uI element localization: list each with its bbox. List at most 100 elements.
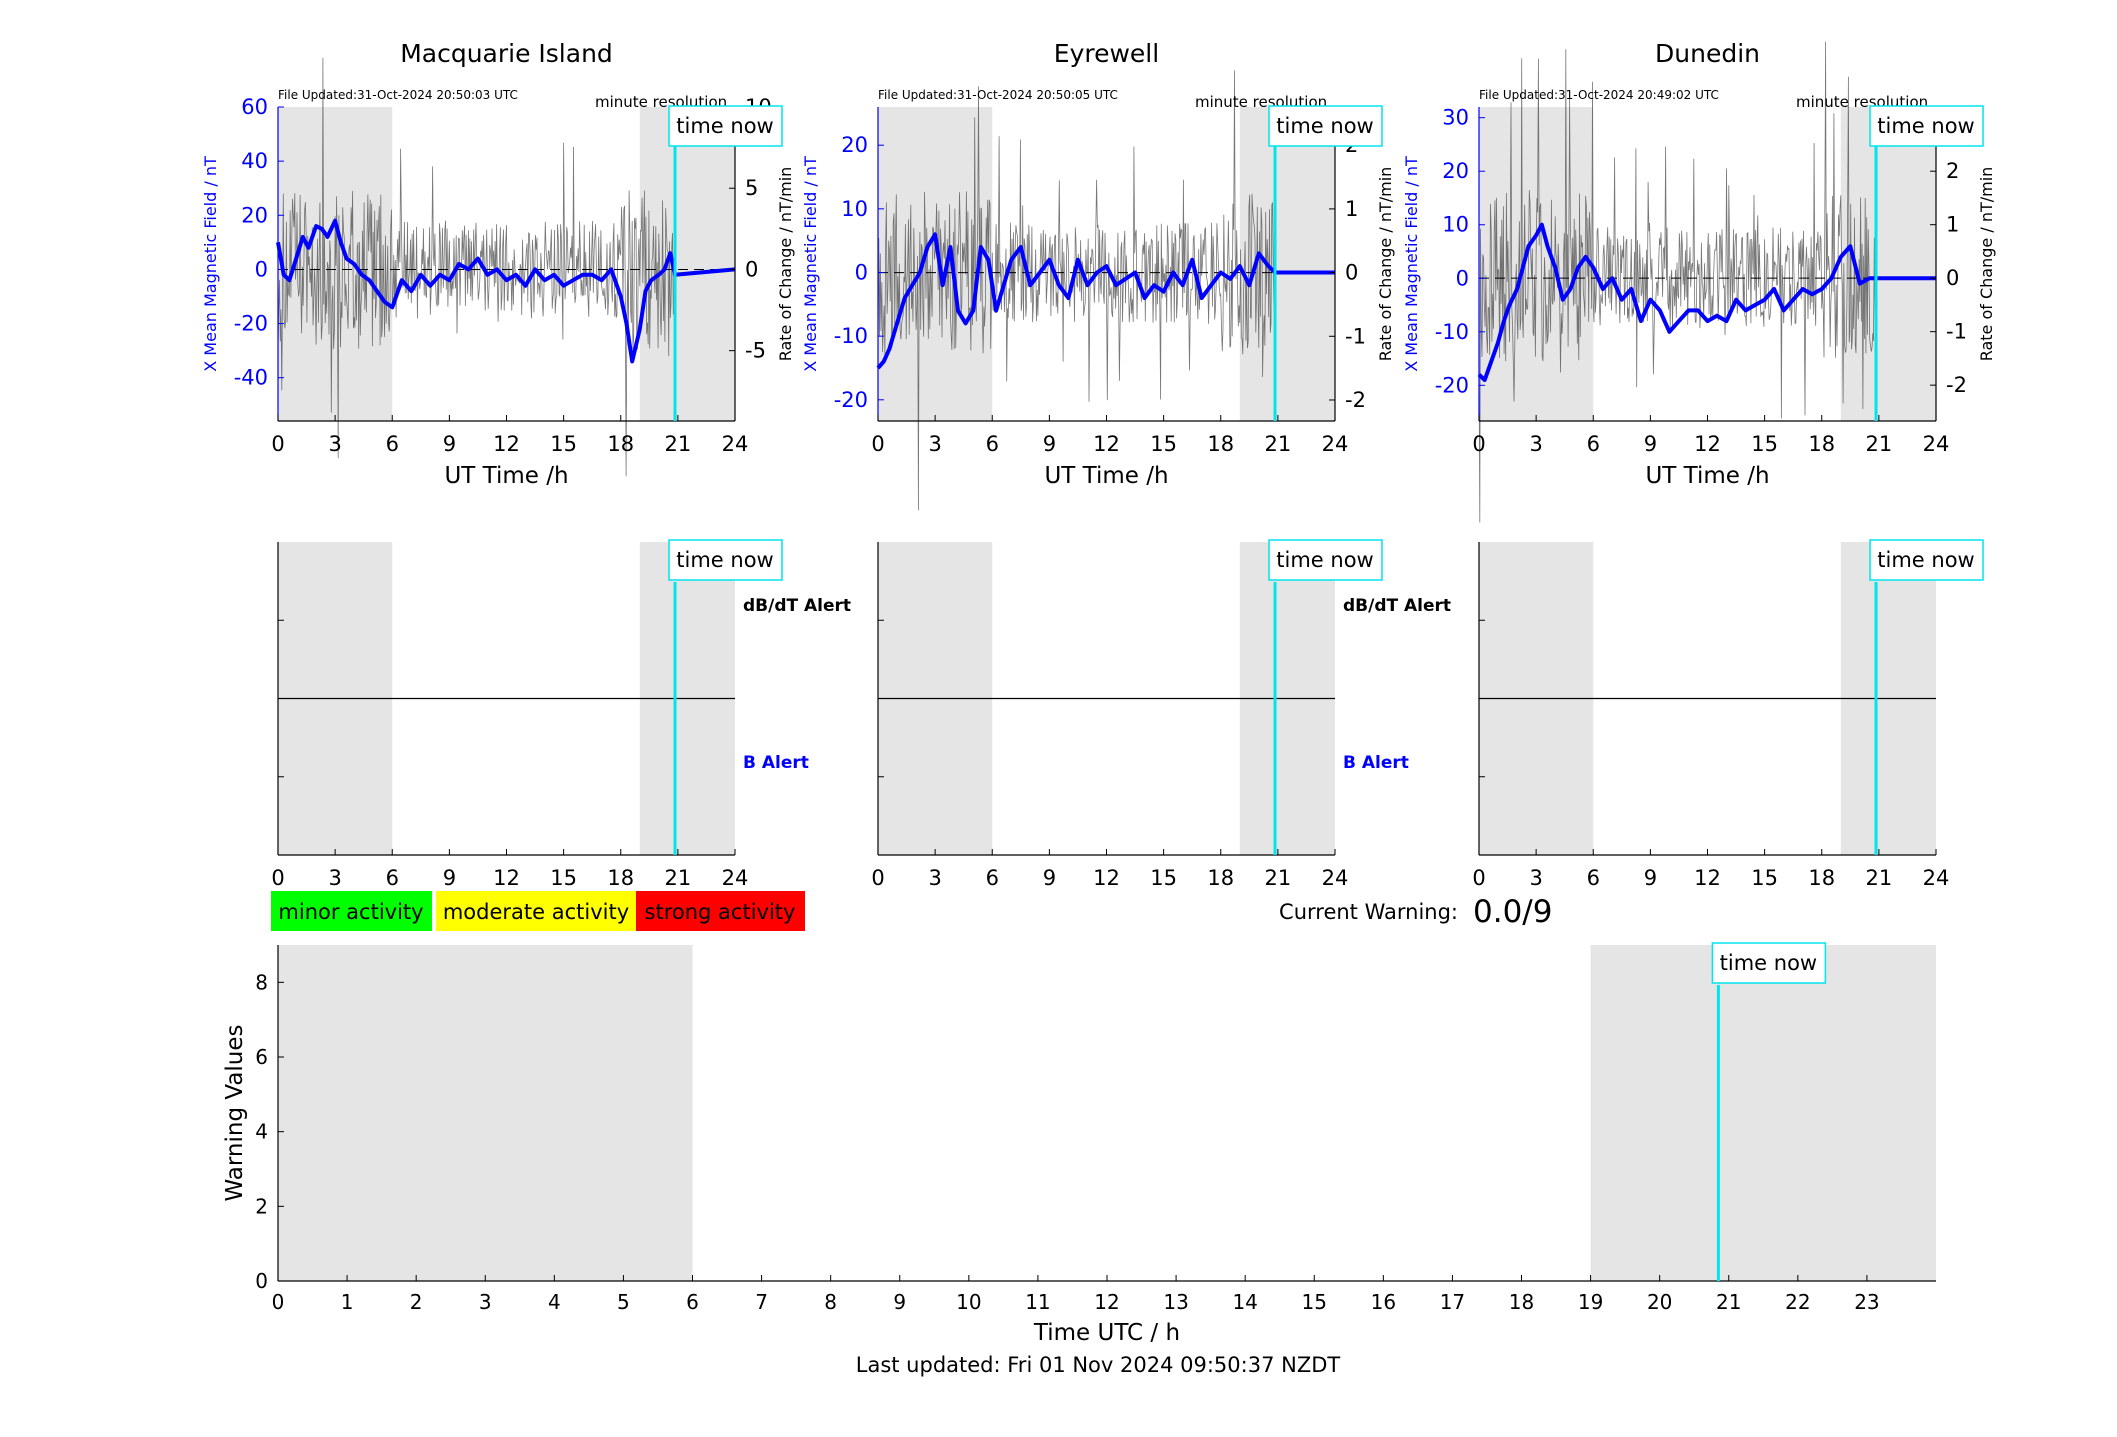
y-tick-label: 20: [241, 203, 268, 227]
y-right-axis-label: Rate of Change / nT/min: [1977, 167, 1996, 362]
y-tick-label: 40: [241, 149, 268, 173]
strong-activity-swatch: [636, 891, 805, 931]
y-tick-label: -10: [1435, 320, 1469, 344]
y-tick-label: 2: [255, 1194, 268, 1218]
y-tick-label: 0: [255, 1269, 268, 1293]
x-tick-label: 0: [271, 866, 284, 890]
night-shade-1: [1590, 945, 1936, 1281]
x-tick-label: 12: [1094, 1290, 1119, 1314]
x-tick-label: 4: [548, 1290, 561, 1314]
x-tick-label: 11: [1025, 1290, 1050, 1314]
x-tick-label: 0: [871, 866, 884, 890]
night-shade-0: [278, 945, 693, 1281]
field-series-line: [1477, 222, 1936, 382]
x-tick-label: 9: [443, 432, 456, 456]
x-tick-label: 16: [1371, 1290, 1396, 1314]
x-tick-label: 12: [1093, 432, 1120, 456]
x-tick-label: 3: [328, 866, 341, 890]
x-tick-label: 0: [271, 432, 284, 456]
x-tick-label: 21: [665, 866, 692, 890]
time-now-box: [1869, 105, 1984, 147]
time-now-label: time now: [1877, 114, 1974, 138]
y-right-tick-label: 0: [1345, 261, 1358, 285]
strong-activity-label: strong activity: [645, 900, 796, 924]
y-right-axis-label: Rate of Change / nT/min: [776, 167, 795, 362]
time-now-label: time now: [1276, 114, 1373, 138]
x-tick-label: 15: [550, 866, 577, 890]
x-tick-label: 1: [341, 1290, 354, 1314]
moderate-activity-label: moderate activity: [443, 900, 629, 924]
x-tick-label: 0: [272, 1290, 285, 1314]
x-axis-label: UT Time /h: [444, 463, 568, 489]
last-updated-label: Last updated: Fri 01 Nov 2024 09:50:37 N…: [856, 1353, 1341, 1377]
time-now-box: [1268, 105, 1383, 147]
x-tick-label: 9: [893, 1290, 906, 1314]
y-tick-label: 8: [255, 970, 268, 994]
y-axis-label: X Mean Magnetic Field / nT: [801, 156, 820, 372]
y-right-tick-label: -2: [1946, 373, 1967, 397]
x-tick-label: 8: [824, 1290, 837, 1314]
y-right-tick-label: -2: [1345, 388, 1366, 412]
x-tick-label: 9: [1043, 432, 1056, 456]
time-now-label: time now: [676, 114, 773, 138]
x-tick-label: 15: [1751, 432, 1778, 456]
x-tick-label: 22: [1785, 1290, 1810, 1314]
station-title: Macquarie Island: [400, 39, 613, 68]
y-tick-label: -20: [1435, 373, 1469, 397]
x-tick-label: 18: [607, 866, 634, 890]
y-tick-label: -20: [834, 388, 868, 412]
b-alert-label: B Alert: [1343, 753, 1409, 773]
time-now-label: time now: [1720, 951, 1817, 975]
y-right-tick-label: -1: [1345, 324, 1366, 348]
x-tick-label: 18: [607, 432, 634, 456]
y-right-tick-label: 0: [1946, 266, 1959, 290]
x-tick-label: 2: [410, 1290, 423, 1314]
x-tick-label: 24: [1322, 866, 1349, 890]
x-tick-label: 18: [1207, 432, 1234, 456]
minor-activity-swatch: [271, 891, 432, 931]
y-right-tick-label: 1: [1946, 213, 1959, 237]
x-tick-label: 18: [1808, 866, 1835, 890]
minor-activity-label: minor activity: [278, 900, 423, 924]
x-tick-label: 21: [1265, 432, 1292, 456]
time-now-box: [668, 539, 783, 581]
x-tick-label: 6: [986, 432, 999, 456]
x-tick-label: 13: [1163, 1290, 1188, 1314]
rate-of-change-line: [277, 57, 676, 477]
y-right-tick-label: 0: [745, 257, 758, 281]
field-series-line: [276, 218, 736, 364]
x-tick-label: 12: [493, 432, 520, 456]
x-tick-label: 0: [871, 432, 884, 456]
station-title: Dunedin: [1655, 39, 1760, 68]
warning-chart: 0 1 2 3 4 5 6 7 8 9 10 11 12 13 14 15 16 17 18 19 20 21 22 2302…: [222, 942, 1936, 1346]
y-tick-label: 60: [241, 95, 268, 119]
time-now-label: time now: [1877, 548, 1974, 572]
time-now-box: [1869, 539, 1984, 581]
x-axis-label: UT Time /h: [1044, 463, 1168, 489]
x-tick-label: 14: [1232, 1290, 1257, 1314]
x-tick-label: 21: [1866, 432, 1893, 456]
time-now-label: time now: [676, 548, 773, 572]
x-tick-label: 21: [1866, 866, 1893, 890]
y-tick-label: 0: [255, 257, 268, 281]
time-now-label: time now: [1276, 548, 1373, 572]
x-tick-label: 24: [722, 866, 749, 890]
y-tick-label: 4: [255, 1120, 268, 1144]
x-tick-label: 6: [1587, 866, 1600, 890]
y-right-tick-label: 5: [745, 176, 758, 200]
current-warning-value: 0.0/9: [1473, 894, 1552, 930]
field-series-line: [876, 232, 1335, 370]
x-tick-label: 15: [1751, 866, 1778, 890]
y-tick-label: 0: [855, 260, 868, 284]
x-tick-label: 3: [928, 432, 941, 456]
x-tick-label: 9: [1043, 866, 1056, 890]
x-tick-label: 15: [1302, 1290, 1327, 1314]
x-tick-label: 3: [328, 432, 341, 456]
time-now-box: [1268, 539, 1383, 581]
x-tick-label: 6: [686, 1290, 699, 1314]
x-tick-label: 15: [1150, 866, 1177, 890]
station-panel-1: 03691215182124-20-1001020-2-1012Eyrewell…: [801, 39, 1395, 511]
time-now-box: [1711, 942, 1827, 984]
